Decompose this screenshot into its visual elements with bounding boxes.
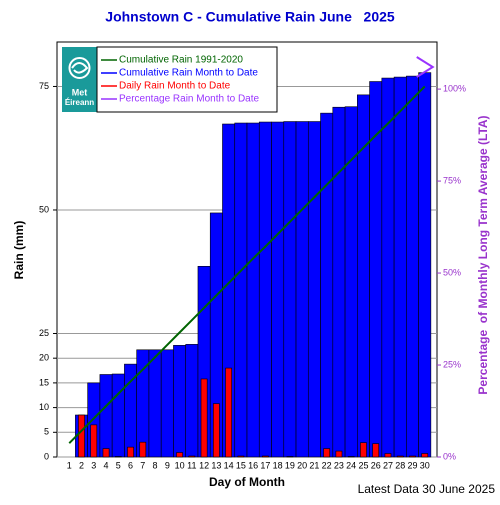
x-tick-label: 2 [79, 460, 84, 470]
bar [78, 415, 84, 457]
bar [161, 350, 173, 457]
legend-label: Daily Rain Month to Date [119, 81, 231, 92]
bar [284, 122, 296, 457]
bar [397, 456, 403, 457]
x-tick-label: 20 [297, 460, 307, 470]
x-tick-label: 8 [153, 460, 158, 470]
bar [112, 374, 124, 457]
bar [272, 122, 284, 457]
x-tick-label: 6 [128, 460, 133, 470]
x-tick-label: 1 [67, 460, 72, 470]
bar [422, 454, 428, 457]
bar [103, 449, 109, 457]
bar [321, 113, 333, 457]
x-tick-label: 5 [116, 460, 121, 470]
bar [100, 374, 112, 457]
y2-tick-label: 50% [443, 267, 461, 277]
y2-axis-label: Percentage of Monthly Long Term Average … [476, 115, 490, 394]
x-tick-label: 24 [346, 460, 356, 470]
y-tick-label: 5 [44, 427, 49, 437]
logo-text: Met [72, 87, 88, 97]
x-tick-label: 13 [211, 460, 221, 470]
y-tick-label: 25 [39, 328, 49, 338]
x-tick-label: 4 [104, 460, 109, 470]
x-tick-label: 21 [309, 460, 319, 470]
x-tick-label: 17 [260, 460, 270, 470]
bar [127, 447, 133, 457]
y-tick-label: 0 [44, 451, 49, 461]
x-tick-label: 16 [248, 460, 258, 470]
bar [373, 444, 379, 457]
chart-title: Johnstown C - Cumulative Rain June 2025 [105, 9, 395, 25]
bar [370, 82, 382, 457]
bar [247, 123, 259, 457]
x-tick-label: 22 [322, 460, 332, 470]
y-axis-label: Rain (mm) [12, 221, 26, 280]
x-tick-label: 19 [285, 460, 295, 470]
x-tick-label: 9 [165, 460, 170, 470]
legend-label: Cumulative Rain 1991-2020 [119, 55, 243, 66]
bar [382, 78, 394, 457]
logo-text: Éireann [65, 98, 94, 107]
bar [149, 350, 161, 457]
bar [262, 456, 268, 457]
x-tick-label: 3 [91, 460, 96, 470]
x-tick-label: 10 [175, 460, 185, 470]
bar [357, 95, 369, 457]
bar [186, 344, 198, 457]
bar [91, 425, 97, 457]
y2-tick-label: 75% [443, 175, 461, 185]
x-tick-label: 14 [224, 460, 234, 470]
bar [140, 442, 146, 457]
x-tick-label: 29 [407, 460, 417, 470]
bar [409, 456, 415, 457]
bar [201, 379, 207, 457]
bar [213, 404, 219, 457]
x-tick-label: 11 [187, 460, 196, 470]
legend-label: Cumulative Rain Month to Date [119, 68, 258, 79]
x-tick-label: 18 [273, 460, 283, 470]
bar [394, 77, 406, 457]
footer: Latest Data 30 June 2025 [358, 482, 496, 496]
bar [308, 122, 320, 457]
y-tick-label: 10 [39, 402, 49, 412]
bar [226, 368, 232, 457]
bar [189, 456, 195, 457]
bar [406, 76, 418, 457]
legend-label: Percentage Rain Month to Date [119, 94, 260, 105]
bar [296, 122, 308, 457]
bar [238, 456, 244, 457]
y2-tick-label: 25% [443, 359, 461, 369]
bar [336, 451, 342, 457]
x-tick-label: 12 [199, 460, 209, 470]
bar [419, 73, 431, 457]
bar [173, 345, 185, 457]
x-tick-label: 30 [420, 460, 430, 470]
y-tick-label: 20 [39, 353, 49, 363]
x-tick-label: 28 [395, 460, 405, 470]
x-tick-label: 27 [383, 460, 393, 470]
y2-tick-label: 100% [443, 83, 466, 93]
y2-tick-label: 0% [443, 451, 456, 461]
bar [259, 122, 271, 457]
x-tick-label: 7 [140, 460, 145, 470]
x-axis-label: Day of Month [209, 475, 285, 489]
bar [360, 443, 366, 457]
y-tick-label: 15 [39, 377, 49, 387]
x-tick-label: 25 [358, 460, 368, 470]
bar [235, 123, 247, 457]
x-tick-label: 15 [236, 460, 246, 470]
bar [385, 454, 391, 457]
x-tick-label: 23 [334, 460, 344, 470]
bar [324, 449, 330, 457]
bar [333, 107, 345, 457]
y-tick-label: 50 [39, 204, 49, 214]
x-tick-label: 26 [371, 460, 381, 470]
bar [177, 453, 183, 457]
y-tick-label: 75 [39, 81, 49, 91]
